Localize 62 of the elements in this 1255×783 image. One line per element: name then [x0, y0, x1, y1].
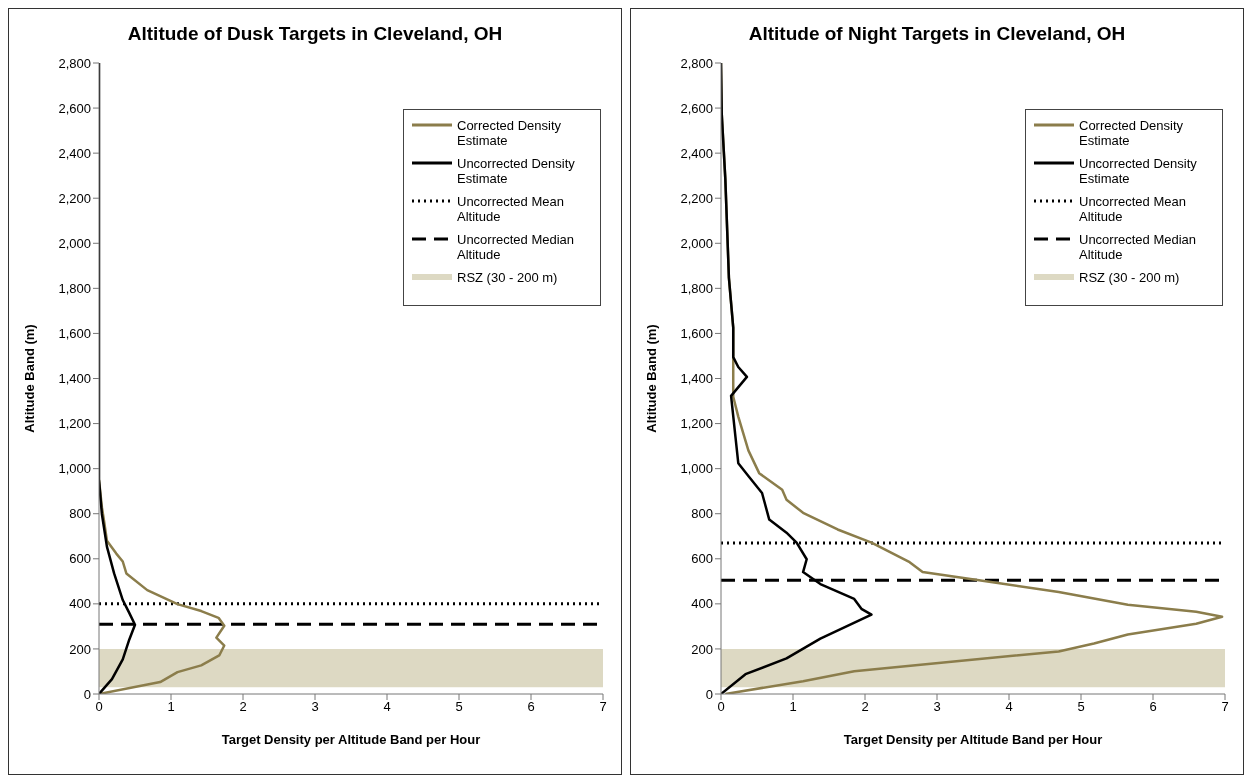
- y-tick-label: 2,600: [58, 100, 91, 116]
- y-tick-label: 600: [69, 551, 91, 567]
- y-tick-label: 1,600: [680, 326, 713, 342]
- x-tick-label: 6: [527, 699, 535, 715]
- x-tick-label: 5: [1077, 699, 1085, 715]
- legend-label: Corrected Density Estimate: [457, 118, 563, 148]
- y-tick-label: 1,000: [58, 461, 91, 477]
- legend-label: Uncorrected Density Estimate: [457, 156, 576, 186]
- chart-title: Altitude of Dusk Targets in Cleveland, OH: [126, 23, 504, 46]
- x-axis-title: Target Density per Altitude Band per Hour: [843, 732, 1103, 747]
- x-tick-label: 1: [789, 699, 797, 715]
- x-tick-label: 0: [95, 699, 103, 715]
- legend-label: Corrected Density Estimate: [1079, 118, 1185, 148]
- y-tick-label: 0: [705, 686, 713, 702]
- legend-label: Uncorrected Density Estimate: [1079, 156, 1198, 186]
- y-tick-label: 1,800: [58, 280, 91, 296]
- y-tick-label: 2,800: [680, 55, 713, 71]
- y-tick-label: 2,400: [58, 145, 91, 161]
- y-tick-label: 1,600: [58, 326, 91, 342]
- x-tick-label: 4: [383, 699, 391, 715]
- y-tick-label: 200: [691, 641, 713, 657]
- x-tick-label: 7: [599, 699, 607, 715]
- y-tick-label: 2,600: [680, 100, 713, 116]
- x-tick-label: 5: [455, 699, 463, 715]
- y-tick-label: 1,800: [680, 280, 713, 296]
- y-tick-label: 2,800: [58, 55, 91, 71]
- y-tick-label: 2,000: [680, 235, 713, 251]
- y-tick-label: 1,200: [680, 416, 713, 432]
- x-tick-label: 1: [167, 699, 175, 715]
- x-axis-title: Target Density per Altitude Band per Hour: [221, 732, 481, 747]
- x-tick-label: 0: [717, 699, 725, 715]
- y-tick-label: 1,400: [58, 371, 91, 387]
- x-tick-label: 2: [239, 699, 247, 715]
- y-tick-label: 2,200: [680, 190, 713, 206]
- y-tick-label: 0: [83, 686, 91, 702]
- legend-label: RSZ (30 - 200 m): [1079, 270, 1180, 285]
- x-tick-label: 7: [1221, 699, 1229, 715]
- legend-label: Uncorrected Median Altitude: [1079, 232, 1198, 262]
- x-tick-label: 2: [861, 699, 869, 715]
- y-axis-title: Altitude Band (m): [643, 324, 659, 433]
- y-tick-label: 200: [69, 641, 91, 657]
- y-tick-label: 2,200: [58, 190, 91, 206]
- x-tick-label: 6: [1149, 699, 1157, 715]
- x-tick-label: 3: [311, 699, 319, 715]
- x-tick-label: 3: [933, 699, 941, 715]
- y-axis-title: Altitude Band (m): [21, 324, 37, 433]
- y-tick-label: 400: [69, 596, 91, 612]
- legend-label: Uncorrected Mean Altitude: [1079, 194, 1187, 224]
- y-tick-label: 1,200: [58, 416, 91, 432]
- legend-label: Uncorrected Mean Altitude: [457, 194, 565, 224]
- legend-label: RSZ (30 - 200 m): [457, 270, 558, 285]
- y-tick-label: 2,400: [680, 145, 713, 161]
- y-tick-label: 2,000: [58, 235, 91, 251]
- y-tick-label: 800: [69, 506, 91, 522]
- chart-title: Altitude of Night Targets in Cleveland, OH: [747, 23, 1127, 46]
- legend-label: Uncorrected Median Altitude: [457, 232, 576, 262]
- y-tick-label: 400: [691, 596, 713, 612]
- y-tick-label: 800: [691, 506, 713, 522]
- y-tick-label: 600: [691, 551, 713, 567]
- x-tick-label: 4: [1005, 699, 1013, 715]
- y-tick-label: 1,400: [680, 371, 713, 387]
- y-tick-label: 1,000: [680, 461, 713, 477]
